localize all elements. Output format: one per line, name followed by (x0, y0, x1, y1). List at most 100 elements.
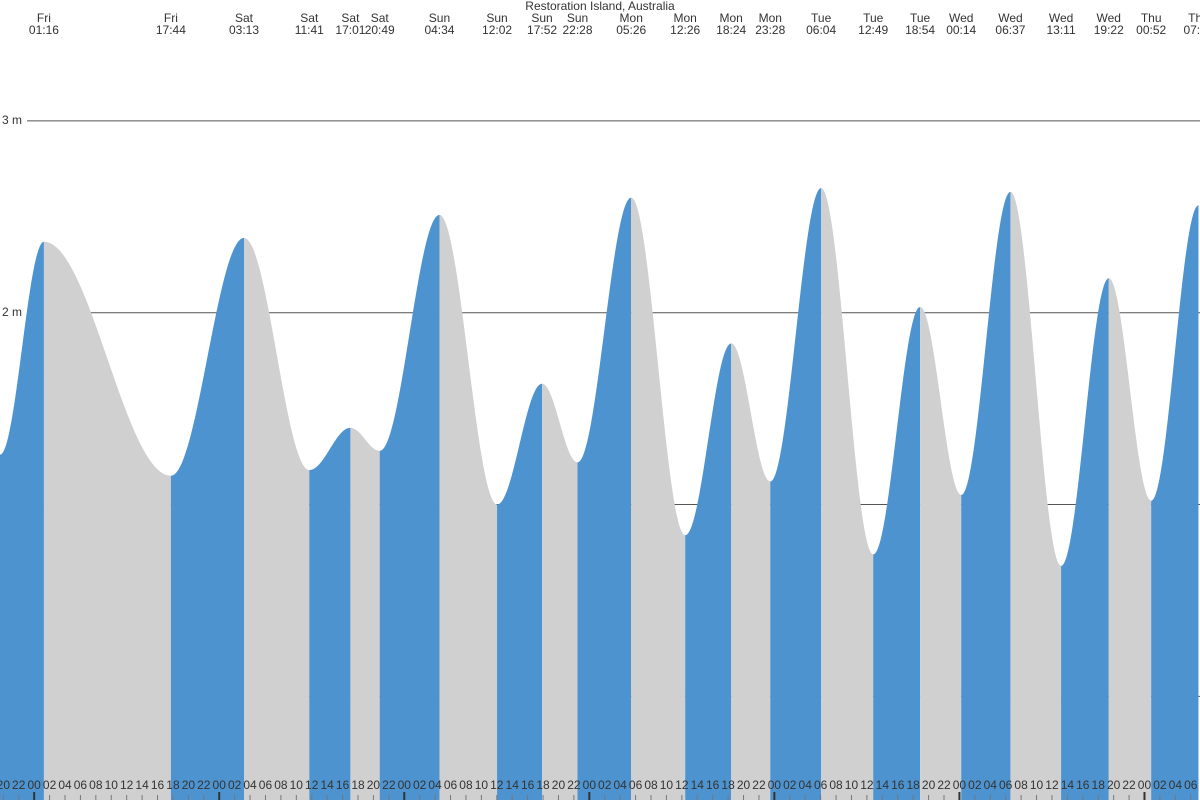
extreme-day: Mon (759, 11, 782, 25)
chart-title: Restoration Island, Australia (525, 0, 675, 13)
x-tick-label: 12 (675, 778, 689, 792)
x-tick-label: 06 (629, 778, 643, 792)
extreme-day: Wed (998, 11, 1022, 25)
rising-tide (379, 214, 440, 800)
x-tick-label: 16 (706, 778, 720, 792)
x-tick-label: 00 (27, 778, 41, 792)
x-tick-label: 10 (290, 778, 304, 792)
x-tick-label: 06 (1184, 778, 1198, 792)
falling-tide (43, 241, 171, 800)
extreme-time: 05:26 (616, 23, 646, 37)
extreme-time: 03:13 (229, 23, 259, 37)
falling-tide (1010, 191, 1062, 800)
x-tick-label: 06 (999, 778, 1013, 792)
rising-tide (961, 191, 1011, 800)
extreme-day: Mon (720, 11, 743, 25)
x-tick-label: 20 (367, 778, 381, 792)
extreme-day: Sun (567, 11, 588, 25)
rising-tide (497, 383, 543, 800)
x-tick-label: 16 (521, 778, 535, 792)
extreme-day: Fri (164, 11, 178, 25)
extreme-day: Wed (1049, 11, 1073, 25)
extreme-time: 22:28 (562, 23, 592, 37)
x-tick-label: 08 (89, 778, 103, 792)
extreme-day: Thu (1141, 11, 1162, 25)
extreme-time: 11:41 (295, 23, 324, 37)
x-tick-label: 02 (43, 778, 57, 792)
x-tick-label: 18 (536, 778, 550, 792)
x-tick-label: 04 (984, 778, 998, 792)
label-layer: Fri01:16Fri17:44Sat03:13Sat11:41Sat17:01… (0, 11, 1200, 800)
rising-tide (1061, 278, 1109, 800)
x-tick-label: 04 (799, 778, 813, 792)
extreme-time: 06:37 (995, 23, 1025, 37)
extreme-day: Wed (949, 11, 973, 25)
x-tick-label: 04 (1169, 778, 1183, 792)
extreme-day: Tue (811, 11, 832, 25)
x-tick-label: 10 (845, 778, 859, 792)
rising-tide (170, 237, 245, 800)
x-tick-label: 02 (783, 778, 797, 792)
extreme-day: Sat (235, 11, 254, 25)
x-tick-label: 04 (428, 778, 442, 792)
x-tick-label: 00 (583, 778, 597, 792)
x-tick-label: 18 (721, 778, 735, 792)
extreme-time: 04:34 (424, 23, 454, 37)
x-tick-label: 20 (1107, 778, 1121, 792)
tide-layer (0, 188, 1199, 800)
x-tick-label: 10 (475, 778, 489, 792)
x-tick-label: 18 (351, 778, 365, 792)
extreme-time: 18:54 (905, 23, 935, 37)
x-tick-label: 22 (382, 778, 396, 792)
extreme-time: 12:49 (858, 23, 888, 37)
falling-tide (731, 343, 771, 800)
extreme-time: 17:01 (335, 23, 365, 37)
rising-tide (873, 306, 921, 800)
extreme-day: Mon (620, 11, 643, 25)
x-tick-label: 00 (213, 778, 227, 792)
x-tick-label: 14 (320, 778, 334, 792)
x-tick-label: 16 (151, 778, 165, 792)
x-tick-label: 22 (197, 778, 211, 792)
x-tick-label: 20 (0, 778, 10, 792)
extreme-time: 12:26 (670, 23, 700, 37)
x-tick-label: 14 (691, 778, 705, 792)
x-tick-label: 22 (937, 778, 951, 792)
x-tick-label: 06 (259, 778, 273, 792)
extreme-day: Mon (674, 11, 697, 25)
extreme-day: Sun (486, 11, 507, 25)
x-tick-label: 02 (413, 778, 427, 792)
x-tick-label: 06 (814, 778, 828, 792)
extreme-time: 17:44 (156, 23, 186, 37)
extreme-time: 12:02 (482, 23, 512, 37)
extreme-day: Fri (37, 11, 51, 25)
extreme-time: 07:00 (1183, 23, 1200, 37)
x-tick-label: 14 (506, 778, 520, 792)
x-tick-label: 14 (876, 778, 890, 792)
falling-tide (439, 214, 498, 800)
extreme-time: 00:14 (946, 23, 976, 37)
x-tick-label: 18 (166, 778, 180, 792)
x-tick-label: 04 (613, 778, 627, 792)
x-tick-label: 20 (182, 778, 196, 792)
x-tick-label: 02 (968, 778, 982, 792)
extreme-time: 23:28 (755, 23, 785, 37)
rising-tide (577, 197, 632, 800)
x-tick-label: 04 (243, 778, 257, 792)
x-tick-label: 14 (1061, 778, 1075, 792)
x-tick-label: 02 (1153, 778, 1167, 792)
extreme-time: 00:52 (1136, 23, 1166, 37)
extreme-day: Wed (1097, 11, 1121, 25)
x-tick-label: 08 (644, 778, 658, 792)
x-tick-label: 02 (228, 778, 242, 792)
extreme-day: Sat (341, 11, 360, 25)
x-tick-label: 16 (1076, 778, 1090, 792)
x-tick-label: 12 (1045, 778, 1059, 792)
x-tick-label: 08 (274, 778, 288, 792)
x-tick-label: 22 (1122, 778, 1136, 792)
extreme-time: 18:24 (716, 23, 746, 37)
falling-tide (1108, 278, 1152, 800)
extreme-time: 06:04 (806, 23, 836, 37)
x-tick-label: 08 (459, 778, 473, 792)
